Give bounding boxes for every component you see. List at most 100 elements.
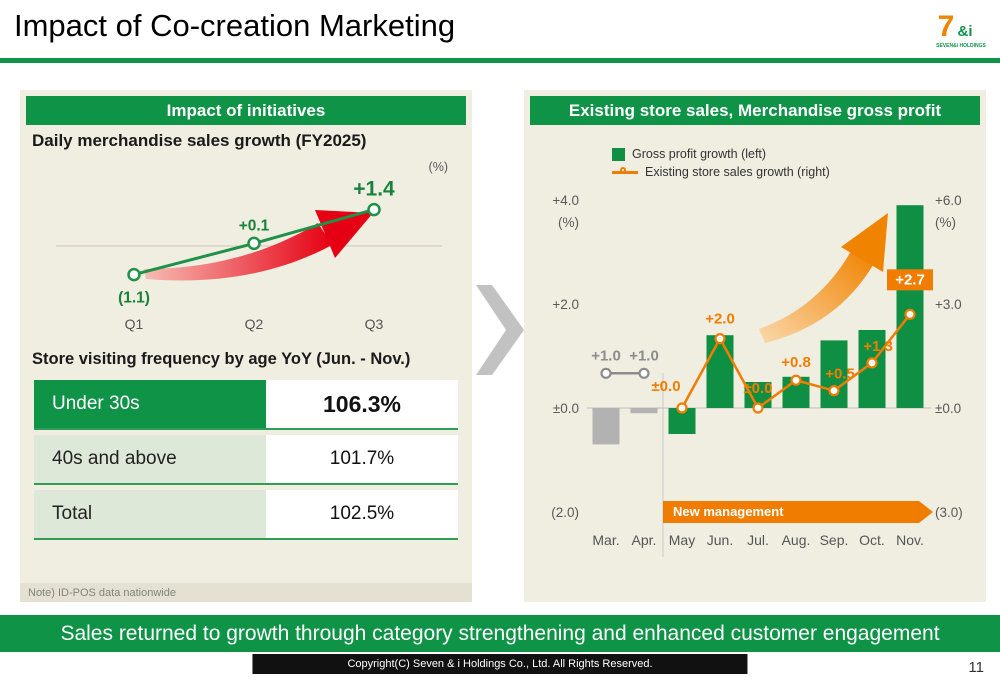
bar (706, 335, 734, 408)
surge-arrow-head (841, 213, 888, 272)
arrow-right-icon (476, 285, 524, 375)
legend-label: Existing store sales growth (right) (645, 165, 830, 179)
category-label: Q3 (365, 316, 384, 332)
category-label: Aug. (782, 532, 811, 548)
right-axis-tick: ±0.0 (935, 401, 961, 416)
category-label: Nov. (896, 532, 924, 548)
category-label: Q1 (125, 316, 144, 332)
line-marker (866, 357, 878, 369)
line-value-label: ±0.0 (651, 378, 680, 395)
line-marker (790, 374, 802, 386)
left-axis-tick: ±0.0 (553, 401, 579, 416)
growth-arrow-body (144, 223, 332, 281)
store-sales-panel: Existing store sales, Merchandise gross … (524, 90, 986, 602)
chart-legend: Gross profit growth (left) Existing stor… (612, 147, 986, 179)
logo-andi-glyph: &i (958, 23, 973, 40)
right-axis-unit: (%) (935, 215, 956, 230)
logo-caption: SEVEN&i HOLDINGS (936, 43, 986, 49)
point-label: +0.1 (239, 217, 270, 234)
bar-swatch-icon (612, 147, 625, 161)
new-management-label: New management (673, 504, 784, 519)
line-marker (904, 308, 916, 320)
data-point (247, 236, 261, 251)
legend-label: Gross profit growth (left) (632, 147, 767, 161)
line-marker (752, 402, 764, 414)
line-value-label: +1.3 (863, 338, 893, 355)
category-label: Q2 (245, 316, 264, 332)
title-underline (0, 58, 1000, 63)
line-marker (638, 367, 650, 379)
right-axis-tick: (3.0) (935, 505, 963, 520)
right-panel-header: Existing store sales, Merchandise gross … (530, 96, 980, 125)
table-row: 40s and above 101.7% (34, 435, 458, 485)
line-chart-svg: (%) (1.1) +0.1 +1.4 Q1 Q2 Q3 (56, 160, 448, 332)
table-row: Under 30s 106.3% (34, 380, 458, 430)
value-label-box (887, 269, 933, 291)
daily-sales-growth-chart: (%) (1.1) +0.1 +1.4 Q1 Q2 Q3 (28, 153, 464, 346)
arrow-right-shape (476, 285, 524, 375)
copyright-text: Copyright(C) Seven & i Holdings Co., Ltd… (252, 654, 748, 674)
row-value: 102.5% (266, 490, 458, 540)
line-value-label: +0.5 (825, 366, 855, 383)
category-label: Jun. (707, 532, 733, 548)
impact-of-initiatives-panel: Impact of initiatives Daily merchandise … (20, 90, 472, 602)
bar (820, 340, 848, 408)
row-value: 106.3% (266, 380, 458, 430)
category-label: Apr. (632, 532, 657, 548)
key-message-banner: Sales returned to growth through categor… (0, 615, 1000, 652)
line-value-label: +0.8 (781, 354, 811, 371)
line-value-label: +2.0 (705, 311, 735, 328)
bar (592, 408, 620, 445)
sales-growth-chart-title: Daily merchandise sales growth (FY2025) (32, 131, 367, 150)
category-label: Jul. (747, 532, 769, 548)
row-label: Total (34, 490, 266, 540)
data-point (127, 267, 141, 282)
combo-chart-svg: +4.0 +2.0 ±0.0 (2.0) (%) +6.0 +3.0 ±0.0 (3.0) (%)… (551, 193, 963, 557)
category-label: May (669, 532, 695, 548)
logo-background (932, 4, 990, 50)
logo-svg: 7 &i SEVEN&i HOLDINGS (932, 4, 990, 50)
left-axis-unit: (%) (558, 215, 579, 230)
right-axis-tick: +6.0 (935, 193, 962, 208)
category-label: Sep. (820, 532, 849, 548)
line-marker-icon (620, 167, 626, 173)
visit-frequency-table: Under 30s 106.3% 40s and above 101.7% To… (34, 375, 458, 545)
logo-seven-glyph: 7 (938, 10, 955, 43)
row-value: 101.7% (266, 435, 458, 485)
line-swatch-icon (612, 167, 638, 174)
left-panel-header: Impact of initiatives (26, 96, 466, 125)
left-axis-tick: +4.0 (552, 193, 579, 208)
visit-frequency-table-title: Store visiting frequency by age YoY (Jun… (32, 350, 411, 368)
line-marker (600, 367, 612, 379)
line-marker (828, 385, 840, 397)
key-message: Sales returned to growth through categor… (60, 621, 940, 645)
point-label: (1.1) (118, 290, 150, 307)
bar (630, 408, 658, 414)
line-value-label: +2.7 (895, 271, 925, 288)
line-value-label: +1.0 (591, 347, 621, 364)
legend-item-gross-profit: Gross profit growth (left) (612, 147, 986, 161)
seven-i-holdings-logo: 7 &i SEVEN&i HOLDINGS (932, 4, 990, 55)
axis-unit-label: (%) (429, 160, 448, 174)
page-number: 11 (968, 659, 984, 676)
left-axis-tick: +2.0 (552, 297, 579, 312)
line-marker (714, 333, 726, 345)
data-point (367, 202, 381, 217)
point-label: +1.4 (353, 178, 395, 201)
category-label: Oct. (859, 532, 885, 548)
bar (896, 205, 924, 408)
row-label: 40s and above (34, 435, 266, 485)
right-axis-tick: +3.0 (935, 297, 962, 312)
line-value-label: ±0.0 (743, 380, 772, 397)
line-marker (676, 402, 688, 414)
new-management-banner (663, 501, 933, 523)
surge-arrow-body (759, 251, 873, 343)
left-axis-tick: (2.0) (551, 505, 579, 520)
page-title: Impact of Co-creation Marketing (14, 8, 456, 43)
row-label: Under 30s (34, 380, 266, 430)
line-value-label: +1.0 (629, 347, 659, 364)
legend-item-store-sales: Existing store sales growth (right) (612, 165, 986, 179)
category-label: Mar. (592, 532, 619, 548)
source-note: Note) ID-POS data nationwide (20, 583, 472, 602)
table-row: Total 102.5% (34, 490, 458, 540)
